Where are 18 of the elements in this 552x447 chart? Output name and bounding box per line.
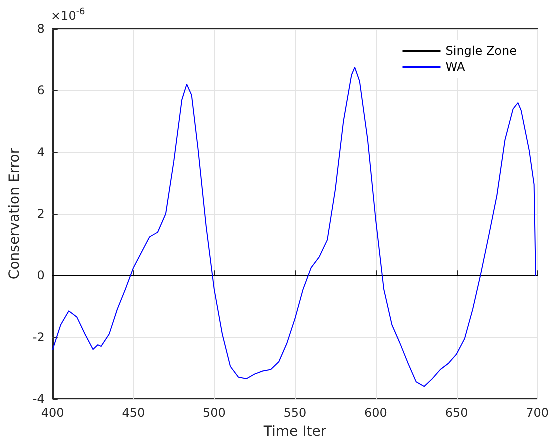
x-tick-label: 500 <box>202 406 226 420</box>
x-tick-label: 600 <box>364 406 388 420</box>
y-tick-label: 6 <box>37 84 45 98</box>
x-tick-label: 400 <box>41 406 64 420</box>
y-tick-label: 4 <box>37 145 45 160</box>
legend-label: Single Zone <box>446 44 518 58</box>
y-tick-label: -2 <box>32 330 45 344</box>
x-tick-label: 650 <box>445 406 468 420</box>
y-tick-label: 0 <box>37 268 45 283</box>
y-tick-label: 2 <box>37 207 45 221</box>
y-tick-label: -4 <box>32 392 45 406</box>
x-tick-label: 450 <box>122 406 146 420</box>
y-axis-title: Conservation Error <box>7 148 23 280</box>
x-tick-label: 700 <box>526 406 549 420</box>
x-tick-label: 550 <box>284 406 307 420</box>
y-tick-label: 8 <box>37 22 45 36</box>
legend-label: WA <box>446 60 466 74</box>
x-axis-title: Time Iter <box>262 424 327 440</box>
